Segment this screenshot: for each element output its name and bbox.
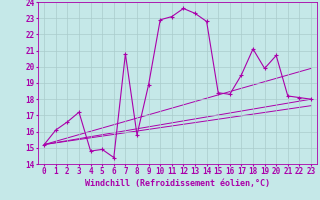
X-axis label: Windchill (Refroidissement éolien,°C): Windchill (Refroidissement éolien,°C) xyxy=(85,179,270,188)
